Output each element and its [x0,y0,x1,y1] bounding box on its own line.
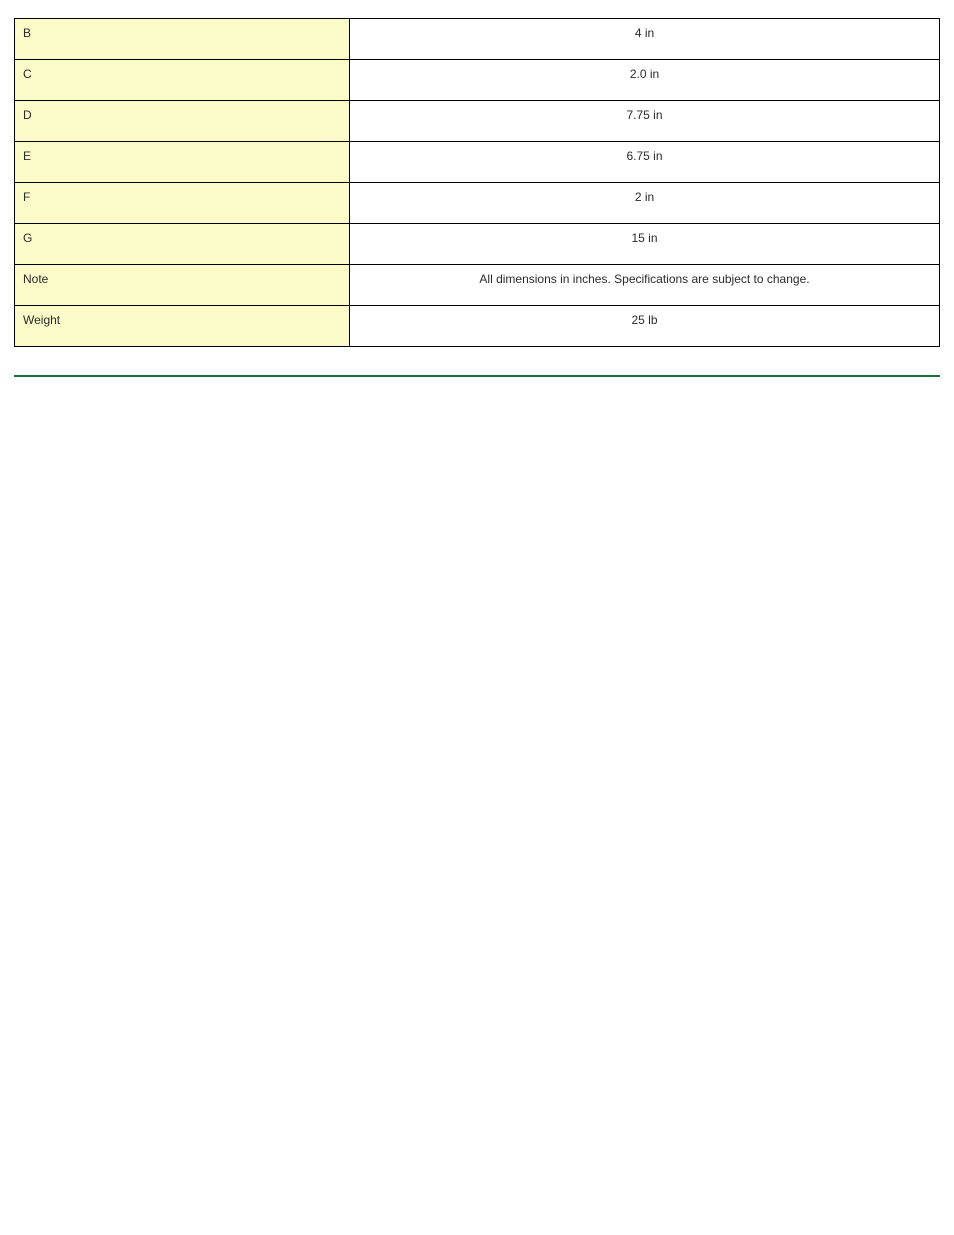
spec-label: C [15,60,350,101]
table-row: F 2 in [15,183,940,224]
spec-value: All dimensions in inches. Specifications… [350,265,940,306]
table-row: C 2.0 in [15,60,940,101]
spec-label: B [15,19,350,60]
spec-label: Weight [15,306,350,347]
spec-value: 2 in [350,183,940,224]
spec-label: F [15,183,350,224]
table-row: B 4 in [15,19,940,60]
spec-value: 4 in [350,19,940,60]
spec-label: Note [15,265,350,306]
table-row: D 7.75 in [15,101,940,142]
table-row: E 6.75 in [15,142,940,183]
section-divider [14,375,940,377]
table-row: G 15 in [15,224,940,265]
table-row: Weight 25 lb [15,306,940,347]
specifications-table: B 4 in C 2.0 in D 7.75 in E 6.75 in F 2 … [14,18,940,347]
spec-value: 7.75 in [350,101,940,142]
spec-label: E [15,142,350,183]
spec-value: 6.75 in [350,142,940,183]
spec-label: G [15,224,350,265]
spec-value: 25 lb [350,306,940,347]
table-row: Note All dimensions in inches. Specifica… [15,265,940,306]
spec-label: D [15,101,350,142]
spec-value: 15 in [350,224,940,265]
spec-value: 2.0 in [350,60,940,101]
